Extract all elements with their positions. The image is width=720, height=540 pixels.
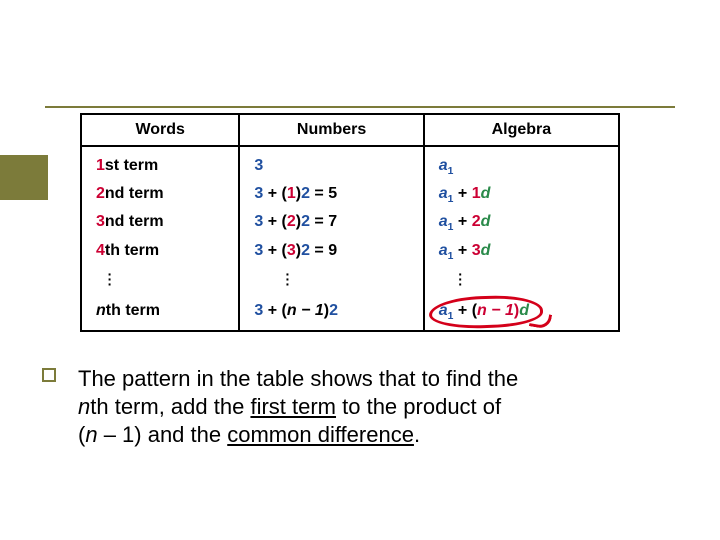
caption-n: n (78, 394, 90, 419)
caption-line2a: th term, add the (90, 394, 250, 419)
alg-a: a (439, 157, 448, 174)
num-mul: 2 (301, 185, 310, 202)
slide: Words Numbers Algebra 1st term 3 a1 2 (0, 0, 720, 540)
alg-nminus: n − 1 (477, 302, 514, 319)
num-mul: 2 (301, 213, 310, 230)
num-plus: + ( (263, 302, 287, 319)
ordinal: 4 (96, 242, 105, 259)
num-lead: 3 (254, 242, 263, 259)
num-k: 1 (287, 185, 296, 202)
cell-algebra: a1 + 1d (424, 181, 619, 209)
cell-numbers: 3 + (n − 1)2 (239, 298, 423, 331)
num-lead: 3 (254, 302, 263, 319)
num-plus: + ( (263, 242, 287, 259)
table-row: 4th term 3 + (3)2 = 9 a1 + 3d (81, 238, 619, 266)
table-row: 1st term 3 a1 (81, 146, 619, 181)
table-row-dots: · · · · · · · · · (81, 266, 619, 298)
alg-d: d (481, 213, 491, 230)
caption-common-difference: common difference (227, 422, 414, 447)
header-numbers: Numbers (239, 114, 423, 146)
ordinal: 1 (96, 157, 105, 174)
num-k: 2 (287, 213, 296, 230)
alg-k: 3 (472, 242, 481, 259)
horizontal-rule (45, 106, 675, 108)
caption-text: The pattern in the table shows that to f… (78, 365, 660, 449)
nth-n: n (96, 302, 106, 319)
table-row-nth: nth term 3 + (n − 1)2 a1 + (n − 1)d (81, 298, 619, 331)
bullet-marker-icon (42, 368, 56, 382)
cell-numbers: 3 (239, 146, 423, 181)
cell-algebra: a1 (424, 146, 619, 181)
cell-words: 4th term (81, 238, 239, 266)
circle-tail-icon (529, 311, 552, 329)
num-lead: 3 (254, 213, 263, 230)
alg-d: d (481, 242, 491, 259)
term-label: th term (105, 242, 159, 259)
num-lead: 3 (254, 157, 263, 174)
num-plus: + ( (263, 185, 287, 202)
vdots-icon: · · · (96, 270, 112, 289)
cell-numbers: 3 + (3)2 = 9 (239, 238, 423, 266)
alg-a: a (439, 185, 448, 202)
table-header-row: Words Numbers Algebra (81, 114, 619, 146)
cell-dots: · · · (424, 266, 619, 298)
vdots-icon: · · · (439, 270, 463, 289)
ordinal: 2 (96, 185, 105, 202)
caption-line3c: . (414, 422, 420, 447)
alg-a: a (439, 213, 448, 230)
caption-line1: The pattern in the table shows that to f… (78, 366, 518, 391)
num-lead: 3 (254, 185, 263, 202)
nth-formula-circled: a1 + (n − 1)d (439, 302, 529, 322)
caption-n2: n (85, 422, 97, 447)
num-eq: = 5 (310, 185, 337, 202)
alg-plus: + (453, 185, 471, 202)
alg-plus: + ( (453, 302, 477, 319)
caption-line2b: to the product of (336, 394, 501, 419)
table-row: 2nd term 3 + (1)2 = 5 a1 + 1d (81, 181, 619, 209)
alg-plus: + (453, 242, 471, 259)
table-container: Words Numbers Algebra 1st term 3 a1 2 (80, 113, 620, 332)
alg-d: d (481, 185, 491, 202)
ordinal: 3 (96, 213, 105, 230)
cell-words: 2nd term (81, 181, 239, 209)
alg-k: 1 (472, 185, 481, 202)
term-label: nd term (105, 213, 164, 230)
num-eq: = 9 (310, 242, 337, 259)
num-eq: = 7 (310, 213, 337, 230)
cell-algebra: a1 + 3d (424, 238, 619, 266)
cell-numbers: 3 + (2)2 = 7 (239, 209, 423, 237)
cell-words: 3nd term (81, 209, 239, 237)
alg-a: a (439, 242, 448, 259)
alg-sub: 1 (448, 166, 454, 177)
alg-d: d (519, 302, 529, 319)
num-k: 3 (287, 242, 296, 259)
cell-algebra: a1 + 2d (424, 209, 619, 237)
num-nminus: n − 1 (287, 302, 324, 319)
header-algebra: Algebra (424, 114, 619, 146)
num-mul: 2 (301, 242, 310, 259)
term-label: th term (106, 302, 160, 319)
term-label: st term (105, 157, 158, 174)
cell-numbers: 3 + (1)2 = 5 (239, 181, 423, 209)
alg-k: 2 (472, 213, 481, 230)
vdots-icon: · · · (254, 270, 290, 289)
cell-words: nth term (81, 298, 239, 331)
cell-words: 1st term (81, 146, 239, 181)
header-words: Words (81, 114, 239, 146)
cell-algebra: a1 + (n − 1)d (424, 298, 619, 331)
table-row: 3nd term 3 + (2)2 = 7 a1 + 2d (81, 209, 619, 237)
arithmetic-table: Words Numbers Algebra 1st term 3 a1 2 (80, 113, 620, 332)
num-mul: 2 (329, 302, 338, 319)
caption-first-term: first term (250, 394, 336, 419)
alg-plus: + (453, 213, 471, 230)
num-plus: + ( (263, 213, 287, 230)
alg-a: a (439, 302, 448, 319)
cell-dots: · · · (239, 266, 423, 298)
accent-bar (0, 155, 48, 200)
cell-dots: · · · (81, 266, 239, 298)
caption-line3b: – 1) and the (98, 422, 228, 447)
term-label: nd term (105, 185, 164, 202)
